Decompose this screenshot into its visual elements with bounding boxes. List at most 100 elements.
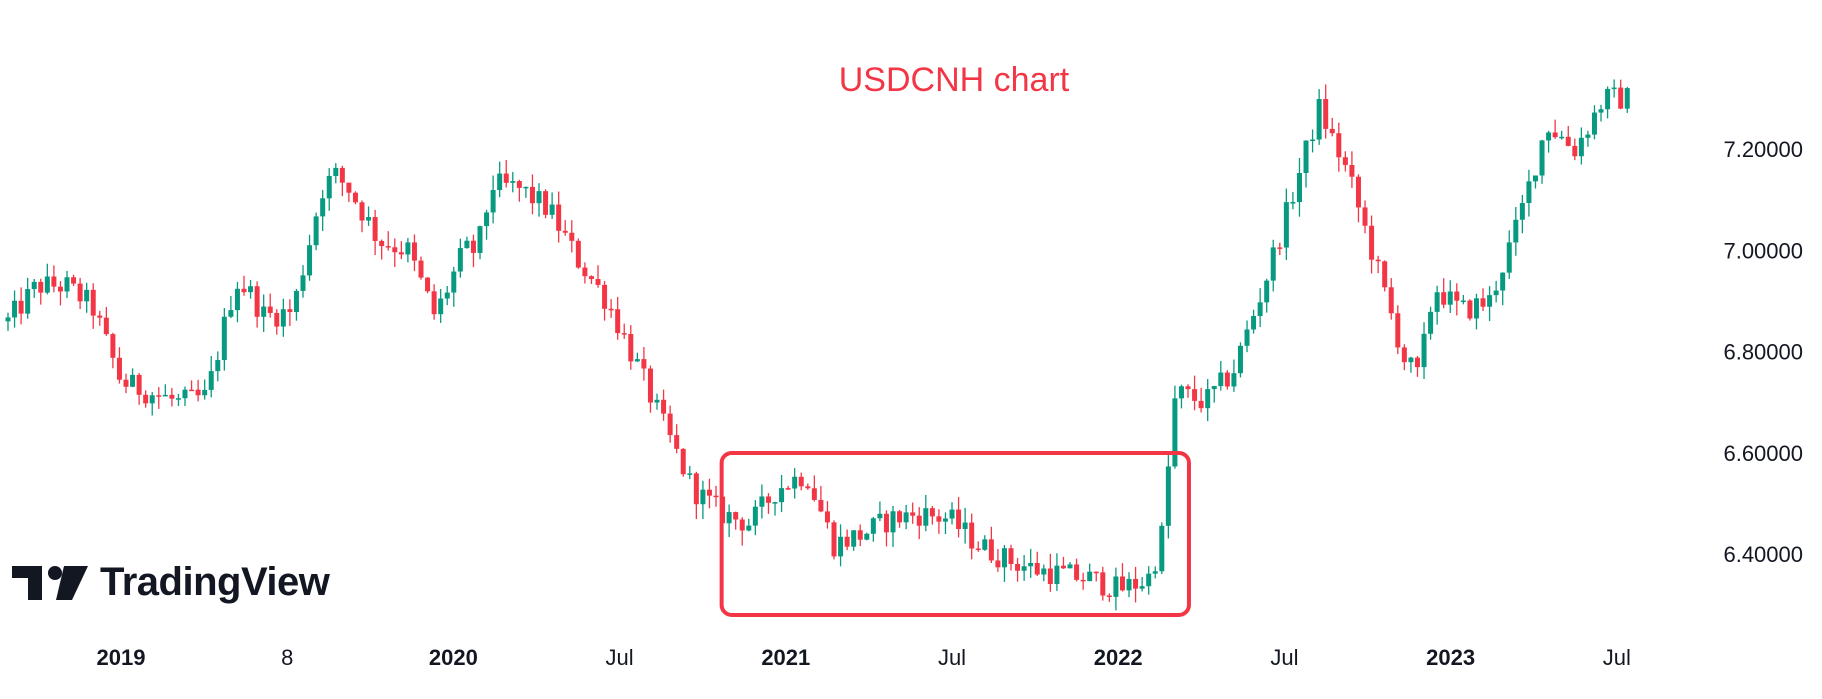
candle-body	[1624, 88, 1630, 109]
y-tick-label: 6.60000	[1723, 441, 1803, 466]
candle	[870, 517, 876, 542]
candle-body	[772, 502, 778, 504]
candle-body	[1506, 242, 1512, 273]
candle	[77, 277, 83, 310]
candle	[1316, 89, 1322, 145]
candle-body	[1146, 573, 1152, 587]
candle-body	[1205, 389, 1211, 409]
candle-body	[1421, 333, 1427, 368]
candle	[405, 238, 411, 263]
candle-body	[1257, 302, 1263, 317]
candle-body	[1237, 345, 1243, 374]
candle-body	[1283, 202, 1289, 248]
candle	[1310, 129, 1316, 153]
tradingview-logo: TradingView	[12, 560, 330, 605]
candle	[510, 172, 516, 193]
candle	[1146, 566, 1152, 595]
candle	[1113, 567, 1119, 611]
candle	[1205, 379, 1211, 422]
y-tick-label: 7.00000	[1723, 238, 1803, 263]
candle	[385, 231, 391, 251]
candle-body	[661, 399, 667, 414]
candle	[995, 549, 1001, 572]
candle	[372, 209, 378, 255]
candle-body	[510, 181, 516, 183]
candle	[680, 448, 686, 477]
candle	[1480, 288, 1486, 311]
candle-body	[457, 248, 463, 272]
candle	[346, 182, 352, 202]
candle-body	[883, 513, 889, 533]
candle-body	[1185, 386, 1191, 390]
candle	[975, 541, 981, 552]
candle	[352, 191, 358, 205]
candle	[1526, 169, 1532, 217]
candle	[838, 524, 844, 567]
x-tick-label: Jul	[1603, 645, 1631, 670]
candle-body	[956, 509, 962, 529]
candle-body	[1388, 287, 1394, 314]
candle	[1093, 571, 1099, 582]
candle-body	[1572, 145, 1578, 157]
candle-body	[280, 309, 286, 327]
candle	[64, 270, 70, 299]
candle	[903, 504, 909, 530]
candle-body	[1447, 291, 1453, 305]
candle	[1578, 127, 1584, 165]
candle	[195, 379, 201, 402]
candle-body	[425, 277, 431, 292]
candle	[962, 507, 968, 544]
candle-body	[1198, 400, 1204, 409]
candle	[582, 262, 588, 284]
candle-body	[733, 512, 739, 520]
candle	[1323, 84, 1329, 139]
candle-body	[1316, 99, 1322, 140]
candle	[588, 275, 594, 284]
candle	[595, 265, 601, 288]
candle-body	[307, 245, 313, 276]
candle-body	[484, 212, 490, 227]
candle-body	[1106, 595, 1112, 597]
candle	[798, 472, 804, 491]
candle-body	[248, 286, 254, 293]
candle-body	[1473, 298, 1479, 319]
candle	[274, 309, 280, 335]
candle-body	[1467, 300, 1473, 319]
candle	[431, 284, 437, 320]
candle	[1611, 79, 1617, 98]
candle	[1454, 283, 1460, 316]
candle-body	[366, 217, 372, 221]
candle-body	[477, 226, 483, 253]
candle-body	[71, 277, 77, 284]
candle-body	[647, 368, 653, 403]
candle	[169, 388, 175, 407]
candle-body	[969, 522, 975, 549]
candle	[1152, 566, 1158, 579]
candle-body	[569, 232, 575, 241]
candle-body	[97, 315, 103, 318]
candle-body	[713, 495, 719, 498]
candle	[1519, 195, 1525, 234]
candle	[621, 323, 627, 339]
candle	[1192, 375, 1198, 411]
candle	[516, 179, 522, 202]
candle	[1487, 286, 1493, 322]
candle	[608, 299, 614, 318]
candle	[457, 238, 463, 278]
candle	[1401, 344, 1407, 371]
candle-body	[1493, 290, 1499, 296]
candle-body	[1454, 291, 1460, 301]
candle	[772, 501, 778, 516]
candle	[1165, 454, 1171, 539]
candle	[123, 373, 129, 394]
candle	[1080, 572, 1086, 590]
candle-body	[903, 512, 909, 523]
candle	[923, 494, 929, 532]
candle	[1211, 385, 1217, 403]
candle	[162, 384, 168, 397]
candle-body	[1460, 300, 1466, 303]
candle	[221, 308, 227, 371]
candle-body	[929, 508, 935, 517]
candle	[1119, 563, 1125, 592]
